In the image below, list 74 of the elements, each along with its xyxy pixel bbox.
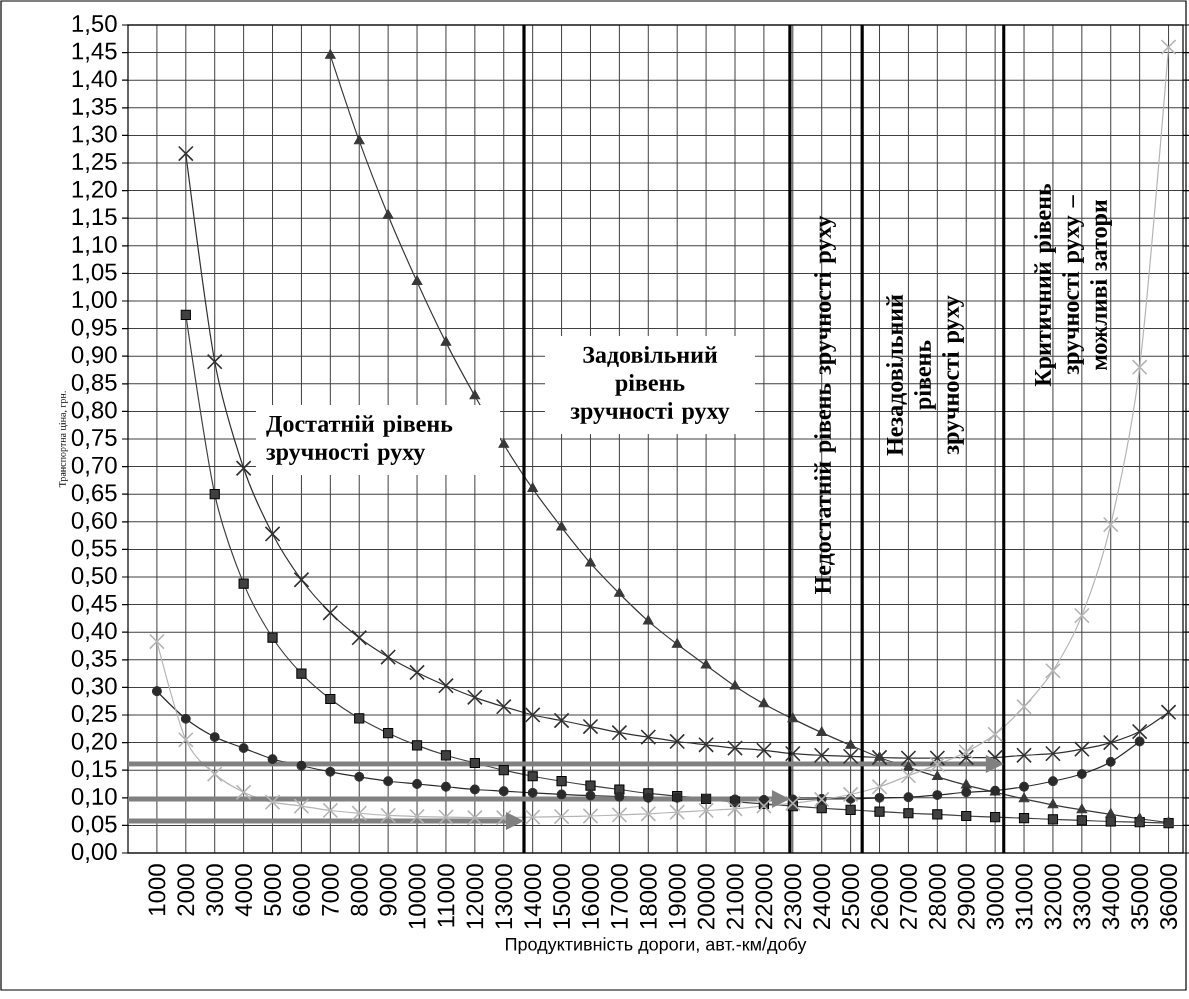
x-tick-label: 35000 [1131, 864, 1149, 930]
x-tick-label: 1000 [148, 864, 166, 915]
x-tick-label: 34000 [1102, 864, 1120, 930]
x-tick-label: 5000 [264, 864, 282, 916]
y-axis-title: Транспортна ціна, грн. [59, 391, 68, 488]
y-tick-label: 0,95 [71, 318, 117, 339]
y-tick-label: 0,15 [71, 760, 117, 781]
x-tick-label: 7000 [321, 864, 339, 916]
y-tick-label: 0,25 [71, 705, 117, 725]
x-tick-label: 18000 [639, 864, 657, 929]
y-tick-label: 0,20 [71, 732, 117, 753]
x-tick-label: 14000 [524, 864, 542, 929]
y-tick-label: 0,90 [71, 346, 117, 367]
y-tick-label: 0,85 [71, 373, 117, 394]
y-tick-label: 1,30 [72, 125, 117, 146]
y-tick-label: 1,45 [72, 42, 117, 63]
x-tick-label: 30000 [986, 864, 1004, 930]
annotation: Задовільний рівень зручності руху [570, 346, 730, 424]
y-tick-label: 1,00 [72, 291, 117, 311]
y-tick-label: 0,00 [71, 843, 117, 863]
x-tick-label: 8000 [350, 864, 368, 916]
y-tick-label: 1,20 [72, 180, 117, 201]
x-tick-label: 11000 [437, 864, 455, 927]
y-tick-label: 0,30 [71, 677, 117, 698]
x-tick-label: 33000 [1073, 864, 1091, 930]
x-tick-label: 10000 [408, 864, 426, 929]
annotation: Незадовільний рівень зручності руху [886, 294, 964, 456]
y-tick-label: 0,05 [71, 815, 117, 836]
y-tick-label: 0,65 [71, 484, 117, 505]
x-axis-title: Продуктивність дороги, авт.-км/добу [506, 937, 807, 955]
x-tick-label: 26000 [871, 864, 888, 929]
y-tick-label: 1,10 [72, 235, 117, 256]
y-tick-label: 0,35 [71, 649, 117, 670]
x-tick-label: 23000 [784, 864, 802, 929]
y-tick-label: 0,55 [71, 539, 117, 560]
y-tick-label: 0,40 [71, 622, 117, 643]
y-tick-label: 1,40 [72, 70, 117, 91]
x-tick-label: 28000 [928, 864, 946, 929]
annotation: Недостатній рівень зручності руху [814, 215, 836, 594]
y-tick-label: 0,70 [71, 456, 117, 477]
x-tick-label: 29000 [957, 864, 975, 929]
x-tick-label: 19000 [668, 864, 686, 929]
y-tick-label: 0,75 [71, 429, 117, 449]
y-tick-label: 0,45 [71, 594, 117, 615]
x-tick-label: 4000 [235, 864, 253, 917]
x-tick-label: 22000 [755, 864, 773, 929]
y-tick-label: 0,50 [71, 567, 117, 587]
x-tick-label: 12000 [466, 864, 484, 929]
x-tick-label: 16000 [581, 864, 599, 929]
y-tick-label: 0,80 [71, 401, 117, 422]
x-tick-label: 27000 [899, 864, 917, 929]
x-tick-label: 9000 [379, 864, 397, 916]
y-tick-label: 1,05 [72, 263, 117, 284]
x-tick-label: 6000 [292, 864, 310, 916]
x-tick-label: 25000 [842, 864, 860, 929]
y-tick-label: 0,60 [71, 511, 117, 532]
y-tick-label: 0,10 [71, 787, 117, 808]
y-tick-label: 1,50 [72, 15, 117, 35]
x-tick-label: 24000 [813, 864, 831, 929]
x-tick-label: 36000 [1160, 864, 1178, 930]
y-tick-label: 1,15 [72, 208, 117, 228]
x-tick-label: 31000 [1015, 864, 1033, 930]
x-tick-label: 3000 [206, 864, 224, 916]
x-tick-label: 2000 [177, 864, 195, 916]
x-tick-label: 15000 [553, 864, 571, 929]
x-tick-label: 32000 [1044, 864, 1062, 930]
annotation: Критичний рівень зручності руху – можливі затори [1034, 183, 1112, 387]
x-tick-label: 17000 [610, 864, 628, 929]
y-tick-label: 1,35 [72, 97, 117, 118]
x-tick-label: 21000 [726, 864, 744, 929]
x-tick-label: 20000 [697, 864, 715, 929]
y-tick-label: 1,25 [72, 153, 117, 173]
annotation: Достатній рівень зручності руху [266, 415, 453, 465]
x-tick-label: 13000 [495, 864, 513, 929]
